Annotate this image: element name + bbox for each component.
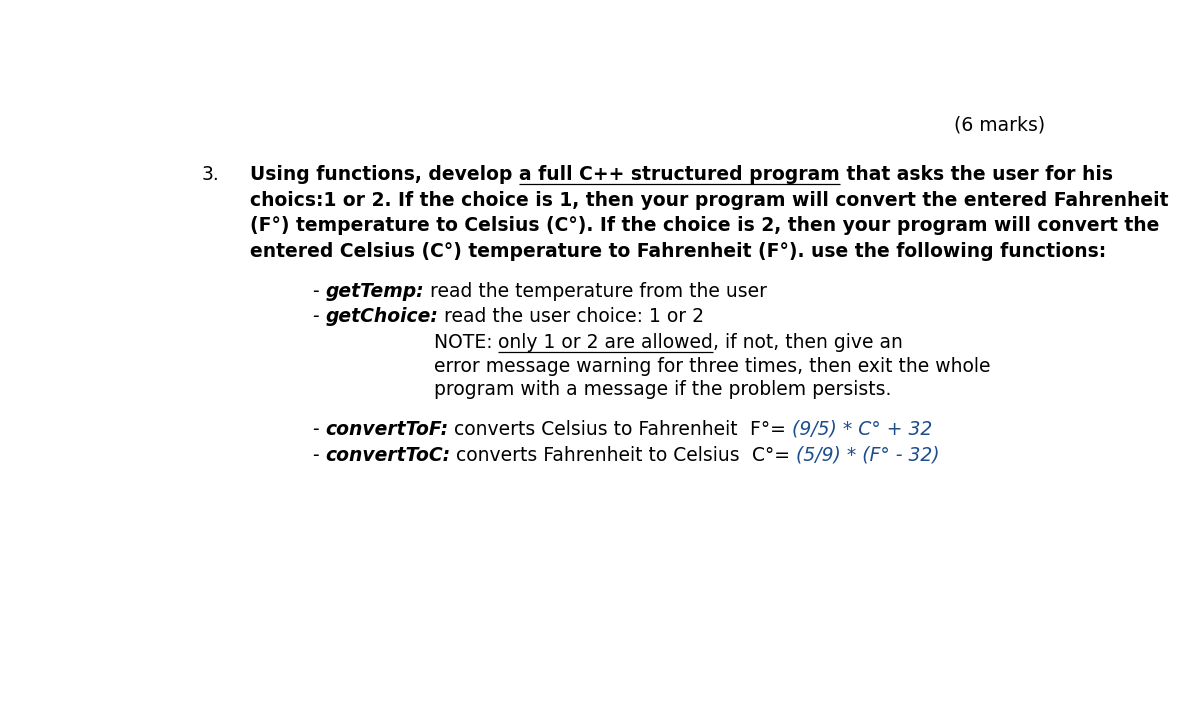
Text: converts Celsius to Fahrenheit: converts Celsius to Fahrenheit xyxy=(449,420,750,439)
Text: C°=: C°= xyxy=(752,446,796,464)
Text: convertToC:: convertToC: xyxy=(325,446,450,464)
Text: Using functions, develop: Using functions, develop xyxy=(251,165,520,184)
Text: a full C++ structured program: a full C++ structured program xyxy=(520,165,840,184)
Text: (5/9) * (F° - 32): (5/9) * (F° - 32) xyxy=(796,446,940,464)
Text: , if not, then give an: , if not, then give an xyxy=(713,333,904,352)
Text: converts Fahrenheit to Celsius: converts Fahrenheit to Celsius xyxy=(450,446,752,464)
Text: that asks the user for his: that asks the user for his xyxy=(840,165,1114,184)
Text: convertToF:: convertToF: xyxy=(325,420,449,439)
Text: getChoice:: getChoice: xyxy=(325,308,438,326)
Text: (6 marks): (6 marks) xyxy=(954,115,1045,135)
Text: -: - xyxy=(313,282,325,300)
Text: getTemp:: getTemp: xyxy=(325,282,424,300)
Text: F°=: F°= xyxy=(750,420,792,439)
Text: -: - xyxy=(313,308,325,326)
Text: choics:1 or 2. If the choice is 1, then your program will convert the entered Fa: choics:1 or 2. If the choice is 1, then … xyxy=(251,191,1169,209)
Text: entered Celsius (C°) temperature to Fahrenheit (F°). use the following functions: entered Celsius (C°) temperature to Fahr… xyxy=(251,242,1106,261)
Text: 3.: 3. xyxy=(202,165,218,184)
Text: read the temperature from the user: read the temperature from the user xyxy=(424,282,767,300)
Text: NOTE:: NOTE: xyxy=(433,333,498,352)
Text: program with a message if the problem persists.: program with a message if the problem pe… xyxy=(433,380,892,399)
Text: (9/5) * C° + 32: (9/5) * C° + 32 xyxy=(792,420,932,439)
Text: (F°) temperature to Celsius (C°). If the choice is 2, then your program will con: (F°) temperature to Celsius (C°). If the… xyxy=(251,216,1160,235)
Text: error message warning for three times, then exit the whole: error message warning for three times, t… xyxy=(433,357,990,375)
Text: -: - xyxy=(313,446,325,464)
Text: only 1 or 2 are allowed: only 1 or 2 are allowed xyxy=(498,333,713,352)
Text: -: - xyxy=(313,420,325,439)
Text: read the user choice: 1 or 2: read the user choice: 1 or 2 xyxy=(438,308,704,326)
